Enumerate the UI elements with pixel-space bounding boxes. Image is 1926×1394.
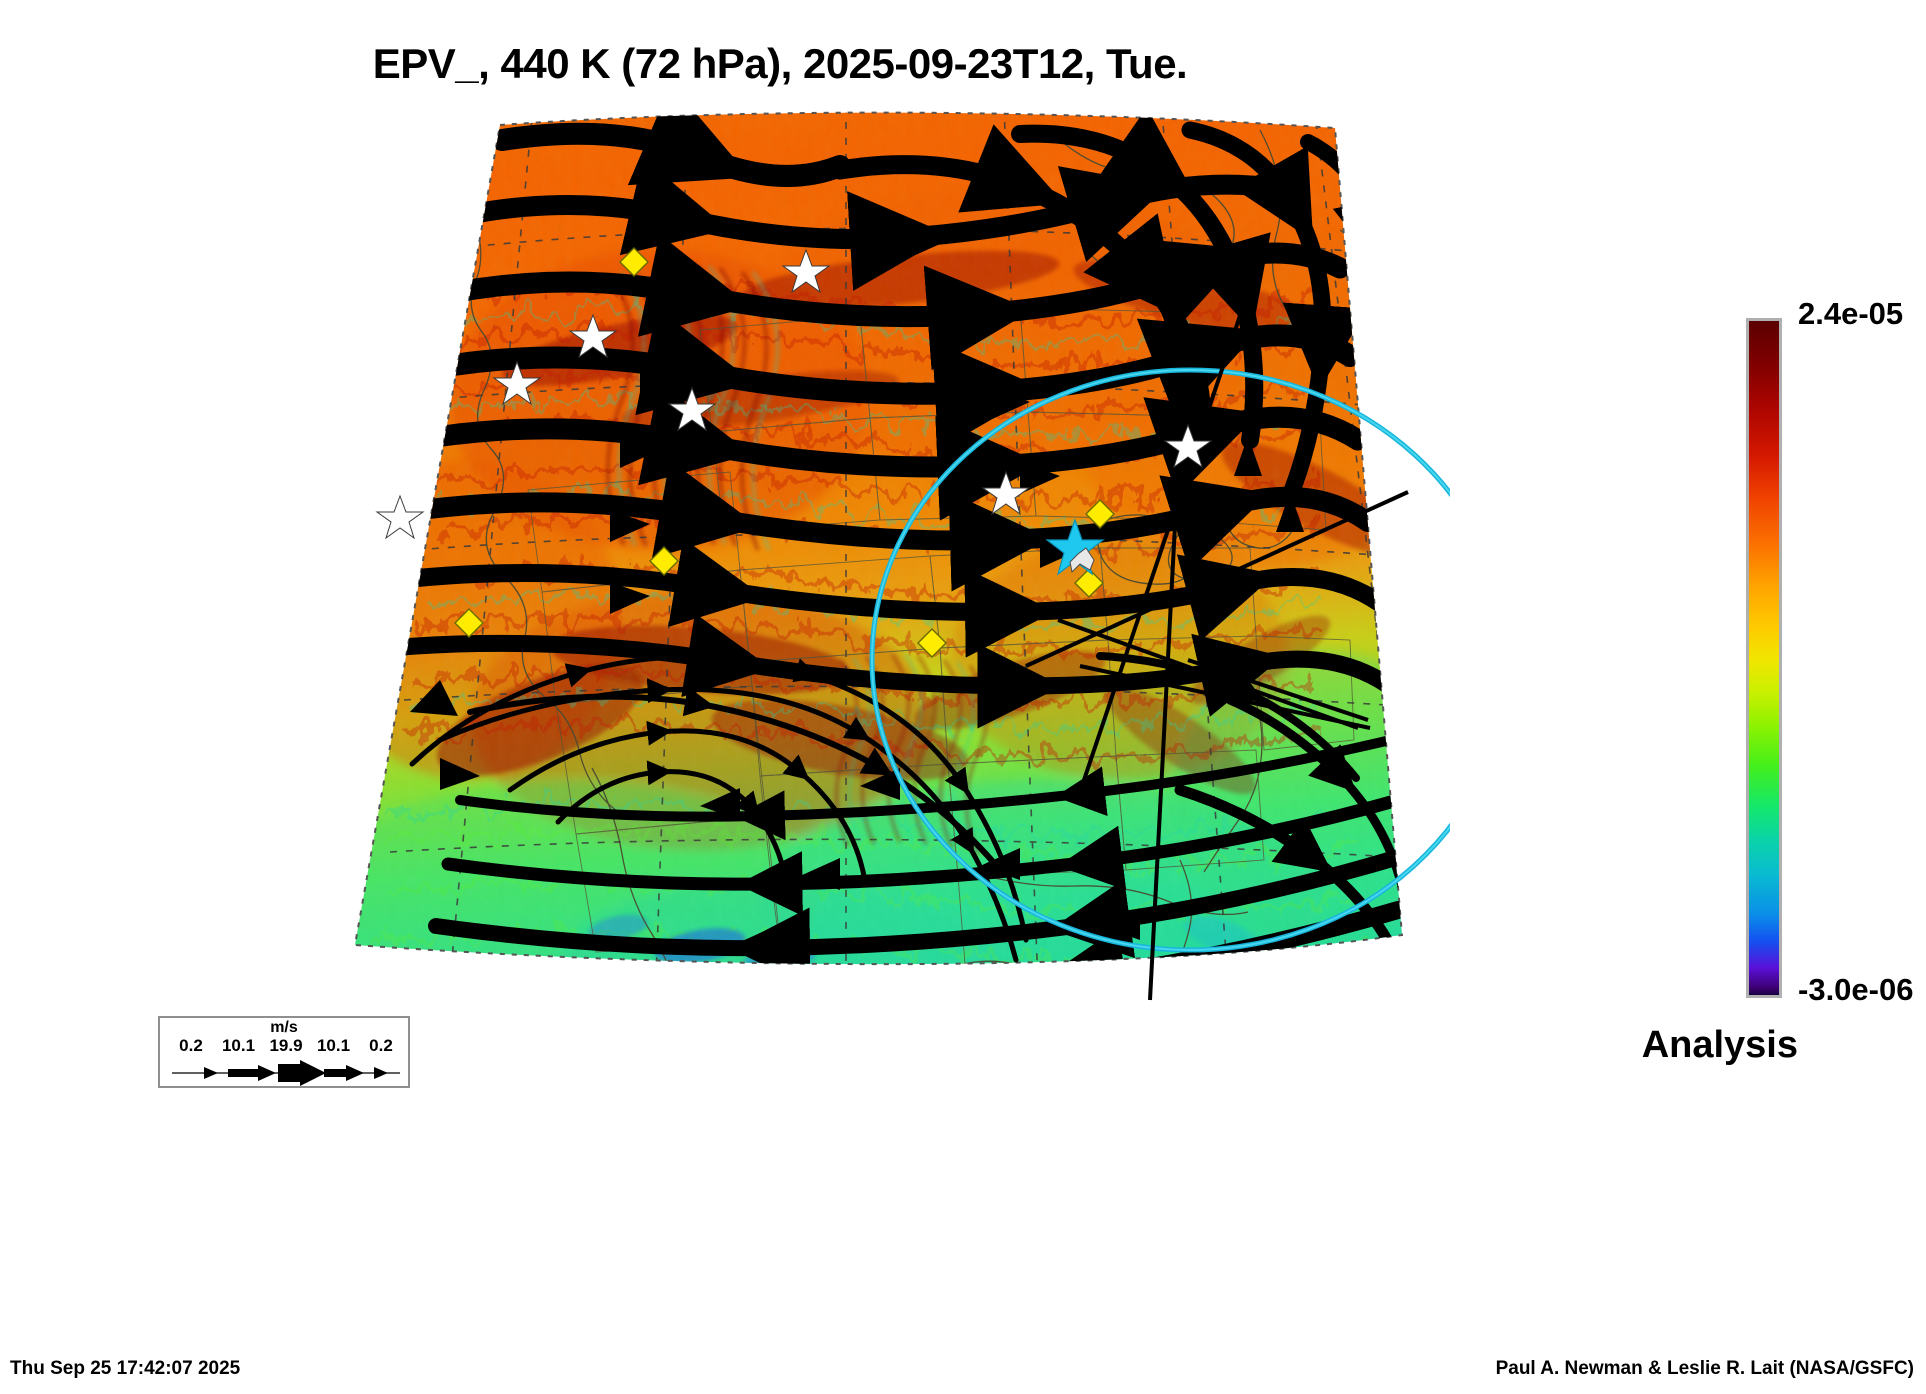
wind-tick-0: 0.2 xyxy=(179,1036,203,1055)
map-panel[interactable] xyxy=(140,100,1450,1030)
wind-legend-units-label: m/s xyxy=(270,1019,298,1036)
white-star-marker[interactable] xyxy=(375,248,1213,540)
map-plot-svg[interactable] xyxy=(140,100,1450,1030)
colorbar-min-label: -3.0e-06 xyxy=(1798,972,1914,1007)
wind-tick-3: 10.1 xyxy=(316,1036,351,1055)
colorbar-max-label: 2.4e-05 xyxy=(1798,296,1904,331)
flight-transect-lines xyxy=(1025,285,1409,1001)
wind-legend-tick-labels: 0.2 10.1 19.9 10.1 0.2 xyxy=(168,1036,404,1056)
yellow-diamond-marker[interactable] xyxy=(454,247,1115,658)
generation-timestamp: Thu Sep 25 17:42:07 2025 xyxy=(10,1358,241,1379)
aircraft-marker[interactable] xyxy=(1069,547,1095,574)
wind-tick-4: 0.2 xyxy=(369,1036,393,1055)
analysis-mode-label: Analysis xyxy=(1641,1024,1798,1066)
map-frame-border xyxy=(353,111,1404,966)
colorbar-gradient xyxy=(1746,318,1782,998)
wind-speed-legend: m/s 0.2 10.1 19.9 10.1 0.2 xyxy=(158,1016,410,1088)
author-credit: Paul A. Newman & Leslie R. Lait (NASA/GS… xyxy=(1495,1358,1914,1379)
colorbar: 2.4e-05 -3.0e-06 xyxy=(1746,296,1926,1007)
wind-streamlines xyxy=(379,112,1402,965)
wind-tick-2: 19.9 xyxy=(269,1036,303,1055)
wind-legend-arrow-glyph xyxy=(172,1060,400,1086)
station-markers[interactable] xyxy=(375,247,1213,658)
page-title: EPV_, 440 K (72 hPa), 2025-09-23T12, Tue… xyxy=(372,40,1188,87)
range-circle xyxy=(869,367,1450,953)
wind-tick-1: 10.1 xyxy=(221,1036,256,1055)
